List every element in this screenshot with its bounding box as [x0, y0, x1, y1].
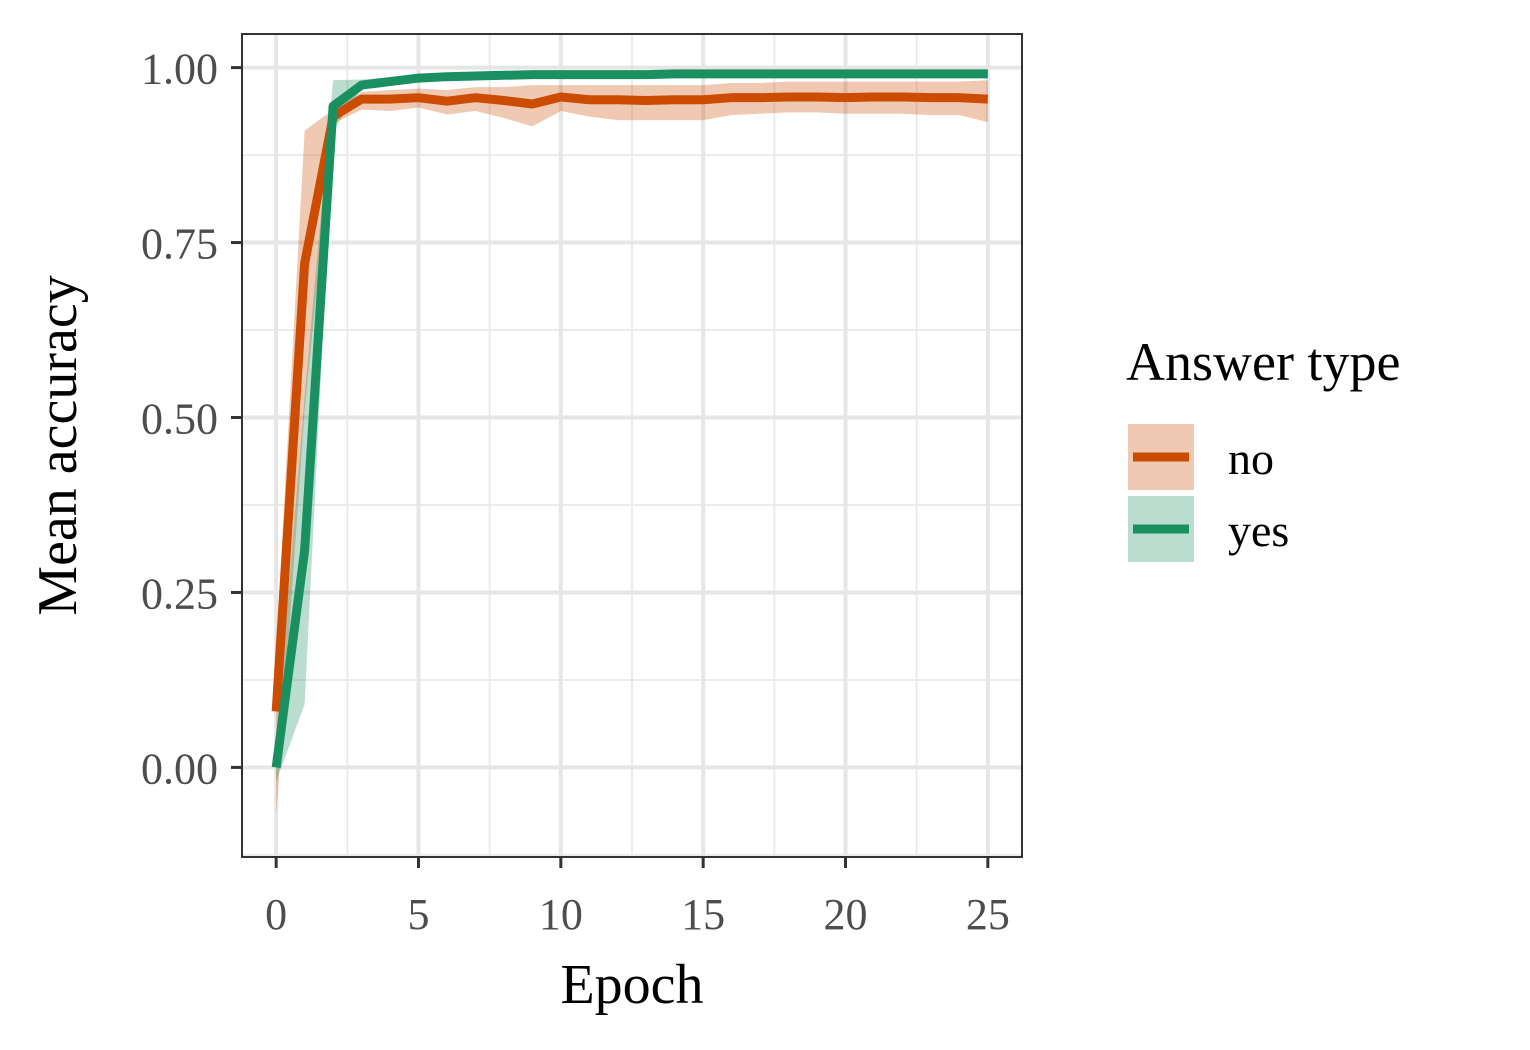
- legend: Answer type no yes: [1126, 332, 1400, 562]
- line-no: [271, 92, 989, 712]
- line-yes: [271, 69, 988, 769]
- y-tick-label: 0.75: [141, 220, 218, 269]
- x-tick-label: 25: [966, 890, 1010, 939]
- major-gridlines: [242, 34, 1022, 857]
- y-axis-ticks: 0.00 0.25 0.50 0.75 1.00: [141, 45, 242, 793]
- x-tick-label: 0: [265, 890, 287, 939]
- x-axis-title: Epoch: [560, 954, 703, 1016]
- y-axis-title: Mean accuracy: [27, 275, 89, 615]
- y-tick-label: 1.00: [141, 45, 218, 94]
- series-lines: [271, 69, 989, 769]
- minor-gridlines: [242, 34, 1022, 857]
- x-tick-label: 20: [824, 890, 868, 939]
- legend-label-no: no: [1228, 433, 1274, 484]
- legend-label-yes: yes: [1228, 505, 1289, 556]
- x-tick-label: 15: [681, 890, 725, 939]
- plot-panel-border: [241, 33, 1023, 858]
- y-tick-label: 0.50: [141, 395, 218, 444]
- x-axis-ticks: 0 5 10 15 20 25: [265, 857, 1010, 939]
- y-tick-label: 0.00: [141, 744, 218, 793]
- x-tick-label: 5: [407, 890, 429, 939]
- x-tick-label: 10: [539, 890, 583, 939]
- legend-title: Answer type: [1126, 332, 1400, 392]
- y-tick-label: 0.25: [141, 569, 218, 618]
- legend-items: no yes: [1128, 424, 1289, 562]
